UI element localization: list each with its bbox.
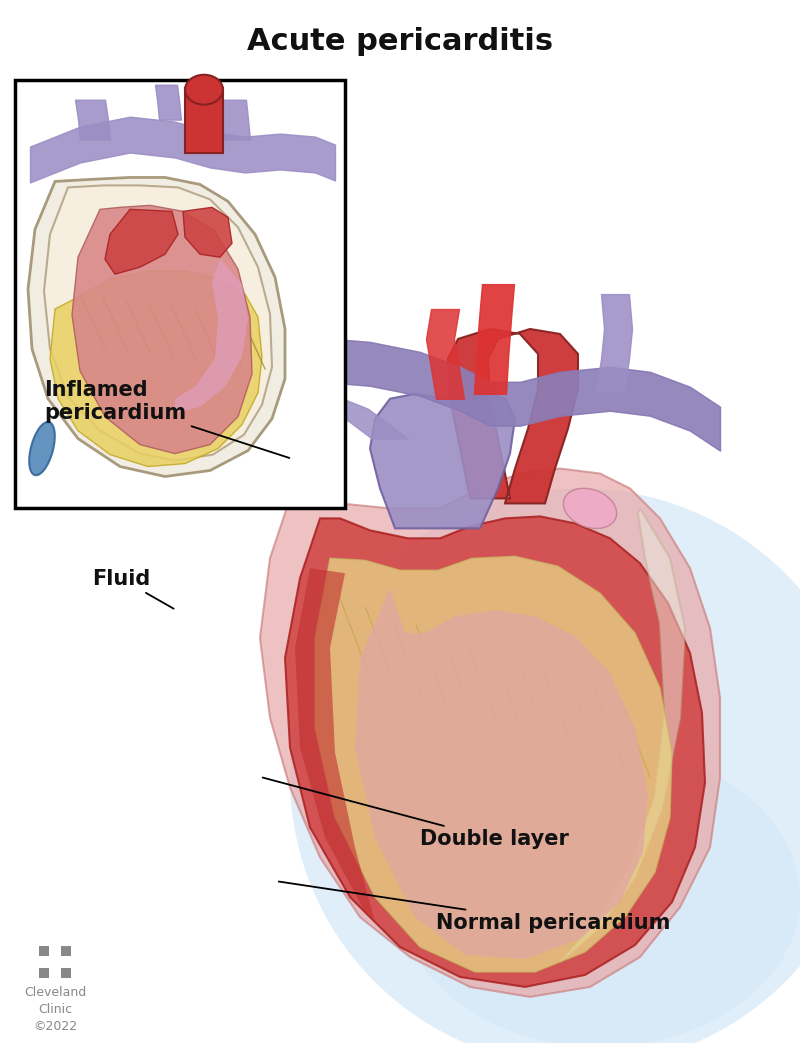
- Bar: [61, 968, 71, 978]
- PathPatch shape: [260, 469, 720, 997]
- PathPatch shape: [448, 329, 578, 503]
- Ellipse shape: [30, 422, 54, 475]
- Bar: [39, 946, 49, 956]
- Bar: [51, 958, 59, 965]
- PathPatch shape: [370, 393, 515, 528]
- Ellipse shape: [290, 488, 800, 1046]
- PathPatch shape: [175, 259, 248, 414]
- PathPatch shape: [28, 178, 285, 477]
- Text: Inflamed
pericardium: Inflamed pericardium: [44, 380, 290, 458]
- Text: Cleveland
Clinic
©2022: Cleveland Clinic ©2022: [24, 986, 86, 1033]
- Bar: [39, 968, 49, 978]
- Ellipse shape: [185, 74, 223, 105]
- PathPatch shape: [72, 205, 252, 454]
- PathPatch shape: [44, 185, 272, 460]
- PathPatch shape: [355, 588, 648, 959]
- PathPatch shape: [50, 271, 262, 467]
- Bar: [61, 946, 71, 956]
- Bar: [15, 79, 345, 508]
- Ellipse shape: [400, 748, 800, 1046]
- PathPatch shape: [315, 556, 672, 972]
- PathPatch shape: [105, 209, 178, 274]
- PathPatch shape: [183, 207, 232, 257]
- Text: Normal pericardium: Normal pericardium: [278, 882, 670, 933]
- Text: Fluid: Fluid: [92, 569, 174, 609]
- Text: Double layer: Double layer: [262, 777, 569, 849]
- PathPatch shape: [560, 508, 685, 962]
- PathPatch shape: [285, 517, 705, 987]
- Bar: [185, 88, 223, 153]
- Text: Acute pericarditis: Acute pericarditis: [247, 27, 553, 56]
- Ellipse shape: [563, 488, 617, 528]
- PathPatch shape: [295, 568, 375, 923]
